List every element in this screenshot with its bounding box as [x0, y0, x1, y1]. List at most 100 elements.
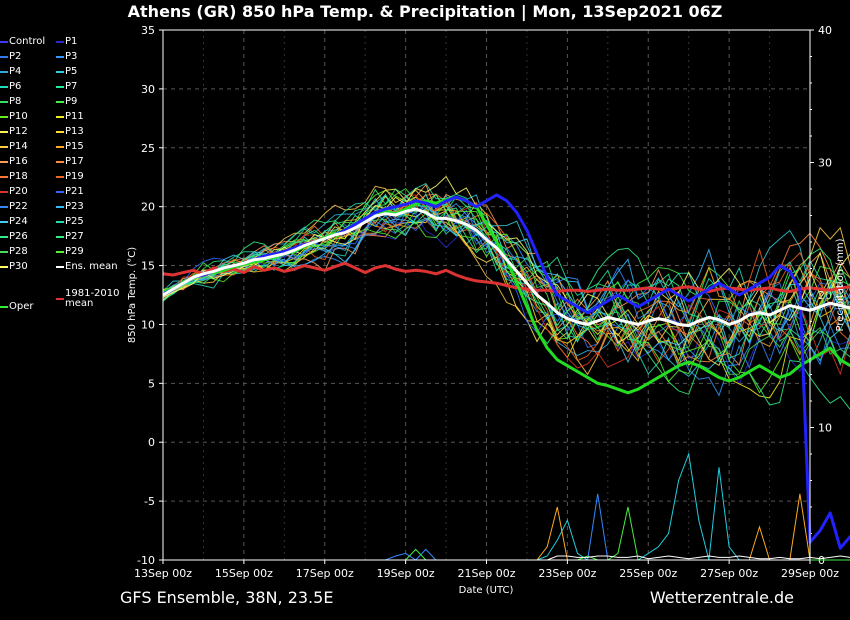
legend-swatch: [56, 175, 64, 178]
legend-item: P14: [0, 139, 28, 154]
x-tick-label: 29Sep 00z: [781, 567, 839, 580]
ensemble-member-line: [162, 182, 850, 359]
series-line: [162, 261, 850, 293]
ensemble-member-line: [162, 198, 850, 363]
legend-swatch: [0, 205, 8, 208]
legend-label: P12: [9, 126, 28, 137]
precip-line: [163, 555, 850, 561]
legend-item: Control: [0, 34, 45, 49]
plot-frame: [162, 29, 811, 561]
ensemble-member-line: [162, 196, 850, 395]
y-tick-label-left: 10: [141, 318, 155, 331]
x-tick-label: 19Sep 00z: [377, 567, 435, 580]
legend-label: P18: [9, 171, 28, 182]
legend-swatch: [56, 265, 64, 268]
legend-swatch: [0, 145, 8, 148]
legend-item: P4: [0, 64, 21, 79]
y-tick-label-right: 30: [818, 157, 832, 170]
footer-model-info: GFS Ensemble, 38N, 23.5E: [120, 588, 334, 607]
legend-item-oper: Oper: [0, 299, 33, 314]
y-tick-label-left: 35: [141, 24, 155, 37]
ensemble-member-line: [162, 183, 850, 348]
legend-label: P19: [65, 171, 84, 182]
legend-item: P25: [56, 214, 84, 229]
legend-item: P19: [56, 169, 84, 184]
legend-item: P10: [0, 109, 28, 124]
x-tick-label: 23Sep 00z: [538, 567, 596, 580]
x-tick-label: 15Sep 00z: [215, 567, 273, 580]
legend-swatch: [56, 298, 64, 300]
legend-item: P22: [0, 199, 28, 214]
y-axis-label-left: 850 hPa Temp. (°C): [127, 247, 138, 343]
ensemble-member-line: [162, 196, 850, 358]
legend-item: P26: [0, 229, 28, 244]
legend-item: P1: [56, 34, 77, 49]
legend-item: Ens. mean: [56, 259, 118, 274]
legend-label: Ens. mean: [65, 261, 118, 272]
highlight-lines: [162, 193, 850, 550]
legend-label-line: 1981-2010: [65, 288, 120, 299]
legend-item: P27: [56, 229, 84, 244]
legend-label: P9: [65, 96, 78, 107]
precip-line: [163, 493, 850, 561]
y-tick-label-left: 20: [141, 201, 155, 214]
legend-item: P12: [0, 124, 28, 139]
legend-label: P21: [65, 186, 84, 197]
y-tick-label-left: 30: [141, 83, 155, 96]
legend-label: P29: [65, 246, 84, 257]
legend-swatch: [0, 100, 8, 103]
ensemble-member-line: [162, 194, 850, 365]
legend-swatch: [56, 235, 64, 238]
precip-line: [163, 452, 850, 561]
ensemble-member-line: [162, 202, 850, 363]
legend-label: P1: [65, 36, 78, 47]
legend-label: P7: [65, 81, 78, 92]
legend-item: P15: [56, 139, 84, 154]
legend-item: P20: [0, 184, 28, 199]
y-axis-left: -10 -5 0 5 10 15 20 25 30 35: [137, 24, 163, 567]
legend-label: Control: [9, 36, 46, 47]
legend-swatch: [0, 265, 8, 268]
ensemble-member-line: [162, 195, 850, 399]
legend-label: P26: [9, 231, 28, 242]
ensemble-member-line: [162, 207, 850, 344]
legend-item: P29: [56, 244, 84, 259]
legend-label: P30: [9, 261, 28, 272]
legend-item: P30: [0, 259, 28, 274]
legend-swatch: [0, 70, 8, 73]
precip-line: [163, 493, 850, 561]
x-axis: 13Sep 00z 15Sep 00z 17Sep 00z 19Sep 00z 21Se…: [134, 560, 839, 580]
legend-item: P21: [56, 184, 84, 199]
legend-swatch: [56, 145, 64, 148]
legend-swatch: [56, 115, 64, 118]
legend-swatch: [0, 190, 8, 193]
y-tick-label-left: -5: [144, 495, 155, 508]
legend-label-line: mean: [65, 298, 94, 309]
legend-item: P16: [0, 154, 28, 169]
legend-label: P16: [9, 156, 28, 167]
legend-label: P10: [9, 111, 28, 122]
legend-item-climatology: 1981-2010 mean: [56, 289, 120, 309]
legend-swatch: [56, 250, 64, 253]
legend-swatch: [0, 305, 8, 308]
legend-label: P28: [9, 246, 28, 257]
legend-item: P28: [0, 244, 28, 259]
legend-swatch: [56, 190, 64, 193]
series-line: [162, 193, 850, 550]
legend-swatch: [56, 160, 64, 163]
ensemble-member-line: [162, 201, 850, 376]
legend-label: P20: [9, 186, 28, 197]
legend-item: P6: [0, 79, 21, 94]
legend-item: P8: [0, 94, 21, 109]
legend-label: P22: [9, 201, 28, 212]
legend-swatch: [56, 205, 64, 208]
legend-swatch: [56, 70, 64, 73]
series-line: [162, 207, 850, 328]
ensemble-member-line: [162, 212, 850, 367]
x-tick-label: 21Sep 00z: [458, 567, 516, 580]
legend-label: P13: [65, 126, 84, 137]
y-tick-label-right: 40: [818, 24, 832, 37]
legend-swatch: [0, 220, 8, 223]
legend-item: P5: [56, 64, 77, 79]
